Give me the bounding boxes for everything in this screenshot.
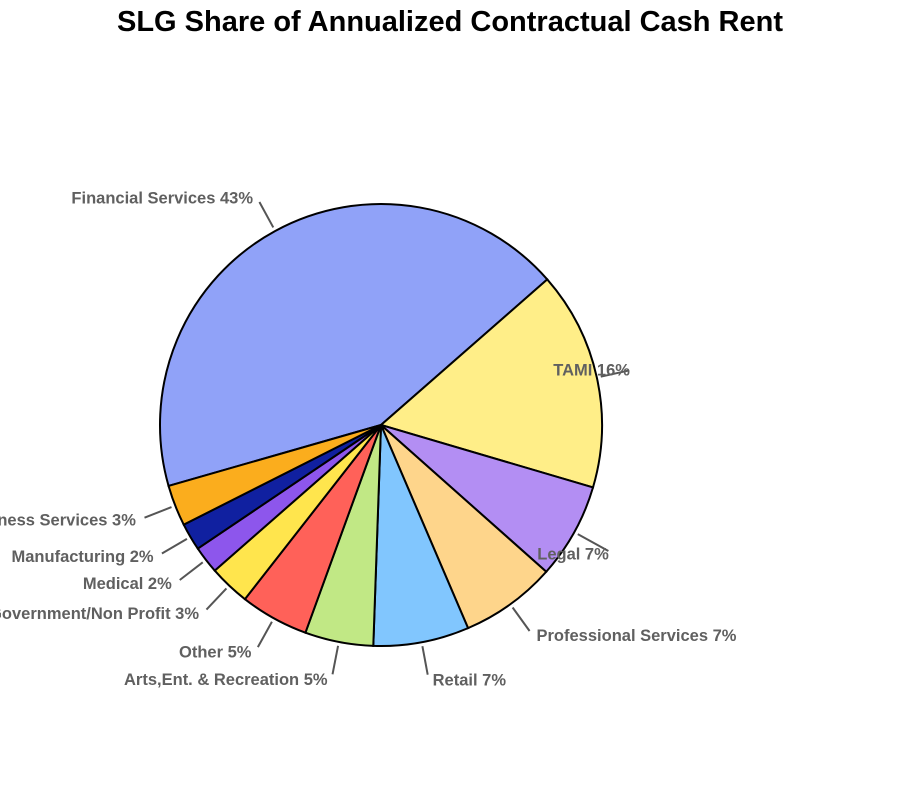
leader-line-arts-ent-recreation [331, 645, 340, 675]
slice-label-government-non-profit: Government/Non Profit 3% [0, 605, 199, 623]
pie-slice-tami [378, 278, 603, 489]
slice-label-medical: Medical 2% [83, 575, 172, 593]
leader-line-other [256, 621, 273, 648]
leader-line-medical [179, 561, 204, 581]
slice-label-business-services: Business Services 3% [0, 512, 136, 530]
slice-label-arts-ent-recreation: Arts,Ent. & Recreation 5% [124, 671, 328, 689]
slice-label-tami: TAMI 16% [553, 361, 630, 379]
leader-line-government-non-profit [205, 587, 228, 611]
leader-line-financial-services [258, 201, 275, 228]
pie-slice-financial-services [159, 203, 549, 488]
slice-label-professional-services: Professional Services 7% [537, 627, 737, 645]
leader-line-professional-services [511, 606, 531, 632]
leader-line-legal [577, 533, 609, 552]
slice-label-legal: Legal 7% [537, 545, 609, 563]
slice-label-manufacturing: Manufacturing 2% [12, 548, 154, 566]
leader-line-manufacturing [161, 537, 188, 555]
slice-label-retail: Retail 7% [433, 672, 507, 690]
pie-slice-business-services [167, 424, 382, 526]
leader-line-retail [421, 645, 429, 675]
slice-label-financial-services: Financial Services 43% [71, 190, 253, 208]
slice-label-other: Other 5% [179, 644, 252, 662]
chart-title: SLG Share of Annualized Contractual Cash… [116, 6, 783, 38]
leader-line-tami [600, 369, 630, 378]
leader-line-business-services [144, 506, 172, 519]
